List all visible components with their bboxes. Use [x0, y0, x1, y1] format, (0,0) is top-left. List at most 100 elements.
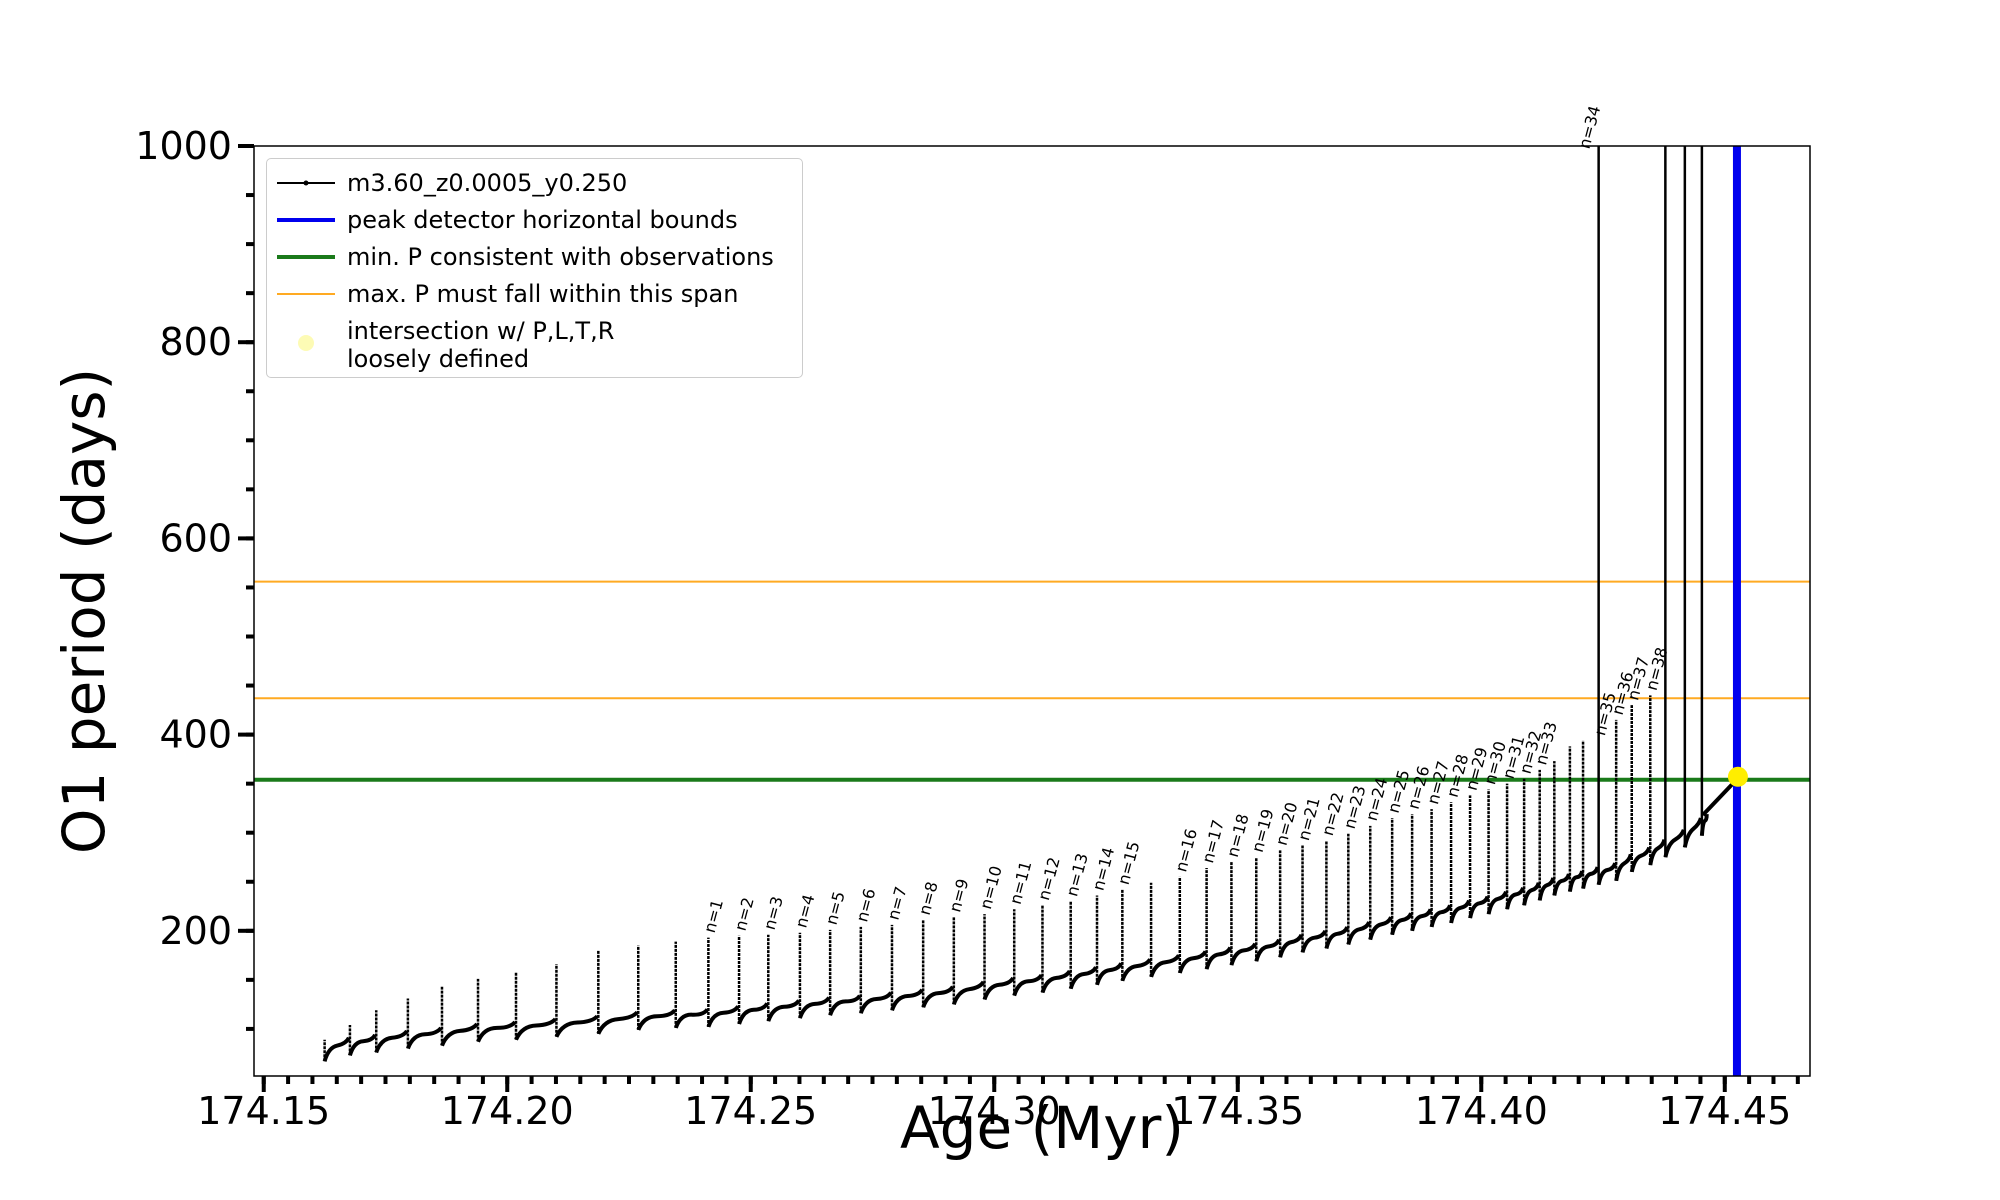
- series-segment-16: [828, 994, 862, 1016]
- y-tick-label: 600: [159, 516, 232, 560]
- series-segment-13: [737, 1002, 770, 1025]
- series-segment-9: [596, 1010, 639, 1035]
- series-group: [322, 146, 1739, 1062]
- series-segment-54: [1682, 817, 1703, 848]
- pulse-label: n=19: [1248, 807, 1278, 854]
- pulse-label: n=5: [822, 889, 849, 927]
- x-tick-label: 174.40: [1415, 1089, 1548, 1133]
- series-segment-17: [858, 991, 893, 1014]
- pulse-label: n=4: [791, 892, 818, 930]
- y-axis-label: O1 period (days): [50, 367, 118, 855]
- series-segment-11: [673, 1008, 710, 1029]
- y-tick-label: 1000: [135, 124, 232, 168]
- x-tick-label: 174.35: [1171, 1089, 1304, 1133]
- series-segment-31: [1254, 938, 1281, 962]
- series-segment-36: [1368, 916, 1393, 941]
- series-segment-12: [706, 1005, 740, 1028]
- series-segment-1: [322, 1036, 351, 1062]
- series-segment-19: [921, 985, 955, 1008]
- series-segment-26: [1120, 958, 1152, 982]
- pulse-label: n=9: [945, 877, 972, 915]
- series-segment-32: [1278, 933, 1304, 958]
- series-segment-45: [1537, 877, 1556, 901]
- legend-item-intersection: intersection w/ P,L,T,R loosely defined: [267, 313, 802, 373]
- series-segment-48: [1581, 866, 1600, 889]
- pulse-label: n=33: [1531, 720, 1561, 767]
- series-segment-40: [1449, 899, 1472, 924]
- legend-label-blue: peak detector horizontal bounds: [347, 206, 738, 234]
- series-segment-35: [1346, 921, 1372, 946]
- pulse-label: n=6: [852, 886, 879, 924]
- series-segment-44: [1522, 882, 1541, 906]
- pulse-label: n=1: [700, 897, 727, 935]
- x-tick-label: 174.30: [928, 1089, 1061, 1133]
- series-segment-51: [1629, 846, 1652, 873]
- pulse-label: n=16: [1171, 827, 1201, 874]
- legend-label-intersection: intersection w/ P,L,T,R loosely defined: [347, 317, 615, 373]
- series-segment-42: [1486, 890, 1509, 915]
- series-segment-24: [1068, 966, 1098, 990]
- series-segment-21: [982, 976, 1015, 1001]
- plot-frame: [253, 145, 1811, 1077]
- series-segment-46: [1552, 873, 1571, 896]
- blue-line-icon: [277, 218, 335, 222]
- series-segment-30: [1229, 942, 1258, 966]
- x-tick-label: 174.20: [441, 1089, 574, 1133]
- y-tick-label: 200: [159, 909, 232, 953]
- pulse-label: n=12: [1034, 855, 1064, 902]
- series-segment-25: [1095, 962, 1124, 986]
- x-tick-label: 174.15: [197, 1089, 330, 1133]
- pulse-label: n=11: [1006, 859, 1036, 906]
- legend-item-green: min. P consistent with observations: [267, 239, 802, 275]
- pulse-label: n=15: [1114, 839, 1144, 886]
- series-segment-23: [1040, 969, 1072, 994]
- green-line-icon: [277, 255, 335, 259]
- legend-item-series: m3.60_z0.0005_y0.250: [267, 165, 802, 201]
- pulse-label: n=2: [731, 895, 758, 933]
- series-segment-39: [1429, 904, 1452, 928]
- series-final-rise: [1701, 777, 1739, 817]
- intersection-point: [1727, 766, 1748, 787]
- series-segment-37: [1390, 912, 1413, 936]
- legend-item-orange: max. P must fall within this span: [267, 276, 802, 312]
- yellow-dot-icon: [298, 335, 314, 351]
- series-segment-10: [636, 1008, 677, 1031]
- series-segment-41: [1468, 895, 1490, 919]
- series-segment-8: [554, 1014, 599, 1038]
- legend-label-orange: max. P must fall within this span: [347, 280, 739, 308]
- pulse-label: n=7: [884, 884, 911, 922]
- series-segment-38: [1410, 908, 1433, 932]
- series-segment-4: [406, 1026, 443, 1050]
- series-segment-7: [514, 1017, 557, 1041]
- series-segment-49: [1596, 862, 1618, 886]
- legend-label-green: min. P consistent with observations: [347, 243, 774, 271]
- pulse-label: n=10: [976, 864, 1006, 911]
- pulse-label: n=13: [1062, 851, 1092, 898]
- series-segment-52: [1648, 839, 1667, 866]
- series-segment-50: [1614, 853, 1633, 882]
- series-segment-5: [440, 1022, 479, 1047]
- y-tick-label: 400: [159, 713, 232, 757]
- pulse-label: n=18: [1223, 812, 1253, 859]
- legend: m3.60_z0.0005_y0.250 peak detector horiz…: [266, 158, 803, 378]
- pulse-label: n=38: [1642, 645, 1672, 692]
- legend-label-series: m3.60_z0.0005_y0.250: [347, 169, 628, 197]
- series-segment-20: [951, 980, 986, 1006]
- series-segment-34: [1324, 926, 1350, 950]
- pulse-label: n=21: [1294, 795, 1324, 842]
- x-axis-label: Age (Myr): [899, 1094, 1185, 1162]
- series-segment-2: [347, 1033, 377, 1057]
- series-segment-47: [1567, 870, 1585, 892]
- series-line-marker-icon: [277, 180, 335, 186]
- series-segment-28: [1177, 950, 1208, 974]
- series-segment-15: [798, 996, 831, 1019]
- series-segment-33: [1300, 929, 1328, 953]
- pulse-label: n=17: [1198, 818, 1228, 865]
- x-tick-label: 174.25: [684, 1089, 817, 1133]
- pulse-label: n=14: [1089, 845, 1119, 892]
- orange-line-icon: [277, 293, 335, 295]
- series-segment-27: [1149, 954, 1181, 978]
- series-segment-29: [1204, 946, 1233, 970]
- series-segment-6: [476, 1020, 517, 1043]
